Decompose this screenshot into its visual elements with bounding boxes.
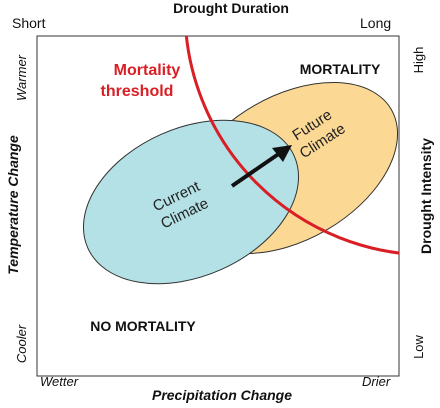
bottom-axis-title: Precipitation Change <box>152 387 292 403</box>
left-axis-bottom-label: Cooler <box>14 324 29 363</box>
climate-shift-arrow <box>230 145 292 188</box>
mortality-region-label: MORTALITY <box>300 61 381 77</box>
right-axis-top-label: High <box>411 47 426 74</box>
bottom-axis-left-label: Wetter <box>40 374 79 389</box>
current-climate-ellipse <box>82 119 300 285</box>
left-axis-title: Temperature Change <box>5 135 21 275</box>
top-axis-left-label: Short <box>12 15 46 31</box>
bottom-axis-right-label: Drier <box>362 374 391 389</box>
left-axis-top-label: Warmer <box>14 54 29 101</box>
top-axis-right-label: Long <box>360 15 391 31</box>
right-axis-title: Drought Intensity <box>418 138 434 254</box>
no-mortality-region-label: NO MORTALITY <box>90 318 196 334</box>
threshold-label-line1: Mortality <box>114 62 181 79</box>
right-axis-bottom-label: Low <box>411 334 426 358</box>
top-axis-title: Drought Duration <box>173 0 289 16</box>
threshold-label-line2: threshold <box>101 83 174 100</box>
